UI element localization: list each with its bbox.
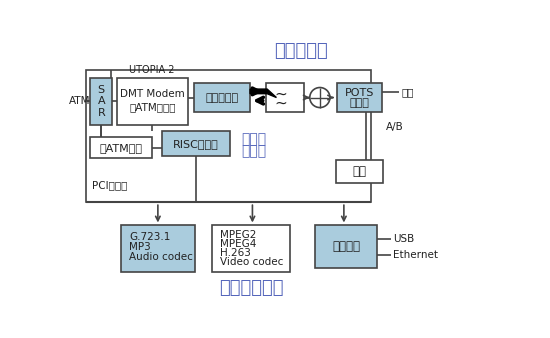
- Text: PCI匯流排: PCI匯流排: [92, 180, 128, 190]
- Bar: [194, 83, 250, 112]
- Text: A/B: A/B: [386, 122, 404, 132]
- Text: 通訊子系統: 通訊子系統: [206, 93, 239, 102]
- Text: UTOPIA 2: UTOPIA 2: [129, 65, 175, 75]
- Polygon shape: [250, 89, 277, 98]
- Text: Ethernet: Ethernet: [393, 250, 438, 260]
- Bar: [315, 225, 377, 268]
- Bar: [336, 160, 383, 183]
- Text: ~: ~: [274, 86, 287, 101]
- Bar: [162, 131, 230, 156]
- Text: 電話: 電話: [353, 165, 366, 178]
- Text: USB: USB: [393, 234, 414, 244]
- Bar: [90, 77, 112, 125]
- Text: MPEG2: MPEG2: [220, 230, 256, 240]
- Text: RISC處理器: RISC處理器: [173, 139, 219, 149]
- Text: POTS: POTS: [345, 88, 374, 98]
- Text: ~: ~: [274, 95, 287, 111]
- Text: Audio codec: Audio codec: [129, 252, 193, 262]
- Bar: [212, 225, 290, 271]
- Text: 子系統: 子系統: [241, 144, 266, 159]
- Bar: [86, 70, 371, 202]
- Text: Video codec: Video codec: [220, 257, 283, 267]
- Text: H.263: H.263: [220, 248, 251, 258]
- Text: 處理器: 處理器: [241, 132, 266, 146]
- Text: ATM: ATM: [69, 96, 90, 106]
- Text: 非ATM位流: 非ATM位流: [100, 143, 143, 152]
- Text: 線路: 線路: [402, 87, 414, 97]
- Text: 橋接晶片: 橋接晶片: [332, 240, 360, 253]
- Text: MP3: MP3: [129, 242, 151, 252]
- Text: 和ATM調幅器: 和ATM調幅器: [129, 102, 175, 112]
- Bar: [117, 77, 188, 125]
- Text: 多媒體子系統: 多媒體子系統: [219, 280, 283, 297]
- Text: 通訊子系統: 通訊子系統: [274, 42, 328, 61]
- Text: DMT Modem: DMT Modem: [120, 90, 185, 99]
- Bar: [122, 225, 195, 271]
- Text: S
A
R: S A R: [97, 85, 105, 118]
- Bar: [337, 83, 382, 112]
- Bar: [266, 83, 304, 112]
- Text: MPEG4: MPEG4: [220, 239, 256, 249]
- Bar: [90, 137, 152, 159]
- Text: 分離器: 分離器: [349, 98, 369, 108]
- Text: G.723.1: G.723.1: [129, 232, 170, 242]
